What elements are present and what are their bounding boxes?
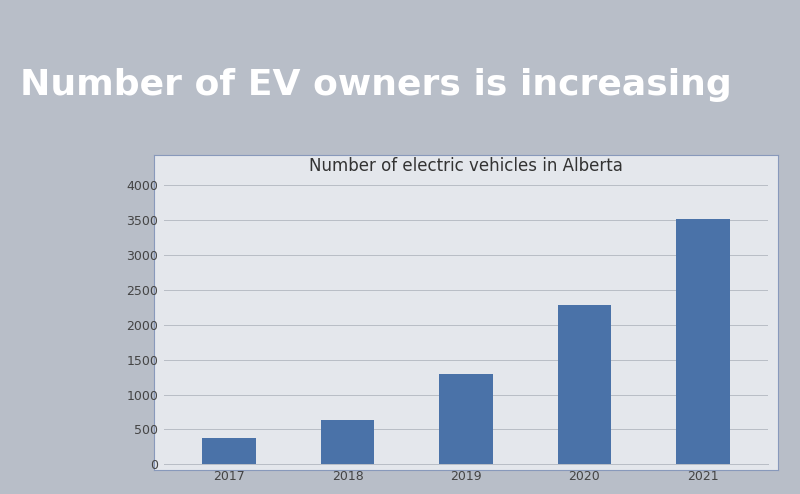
- Bar: [439, 374, 493, 464]
- Bar: [321, 420, 374, 464]
- Title: Number of electric vehicles in Alberta: Number of electric vehicles in Alberta: [309, 158, 623, 175]
- Bar: [558, 305, 611, 464]
- Bar: [676, 219, 730, 464]
- Bar: [202, 438, 256, 464]
- Text: Number of EV owners is increasing: Number of EV owners is increasing: [20, 68, 732, 102]
